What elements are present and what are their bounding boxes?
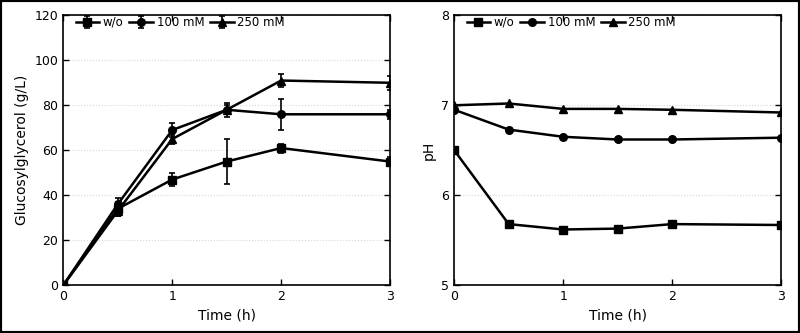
250 mM <box>776 111 786 115</box>
w/o <box>776 223 786 227</box>
w/o <box>504 222 514 226</box>
X-axis label: Time (h): Time (h) <box>198 309 256 323</box>
100 mM <box>776 136 786 140</box>
w/o <box>613 226 622 230</box>
100 mM <box>667 138 677 142</box>
w/o <box>450 148 459 152</box>
Line: 250 mM: 250 mM <box>450 100 785 116</box>
Y-axis label: Glucosylglycerol (g/L): Glucosylglycerol (g/L) <box>15 75 29 225</box>
Line: w/o: w/o <box>450 147 785 233</box>
X-axis label: Time (h): Time (h) <box>589 309 646 323</box>
250 mM <box>613 107 622 111</box>
Line: 100 mM: 100 mM <box>450 106 785 143</box>
Legend: w/o, 100 mM, 250 mM: w/o, 100 mM, 250 mM <box>76 16 285 29</box>
100 mM <box>450 108 459 112</box>
100 mM <box>613 138 622 142</box>
250 mM <box>667 108 677 112</box>
100 mM <box>558 135 568 139</box>
100 mM <box>504 128 514 132</box>
w/o <box>558 227 568 231</box>
Y-axis label: pH: pH <box>422 141 436 160</box>
250 mM <box>450 103 459 107</box>
Legend: w/o, 100 mM, 250 mM: w/o, 100 mM, 250 mM <box>466 16 676 29</box>
w/o <box>667 222 677 226</box>
250 mM <box>558 107 568 111</box>
250 mM <box>504 102 514 106</box>
